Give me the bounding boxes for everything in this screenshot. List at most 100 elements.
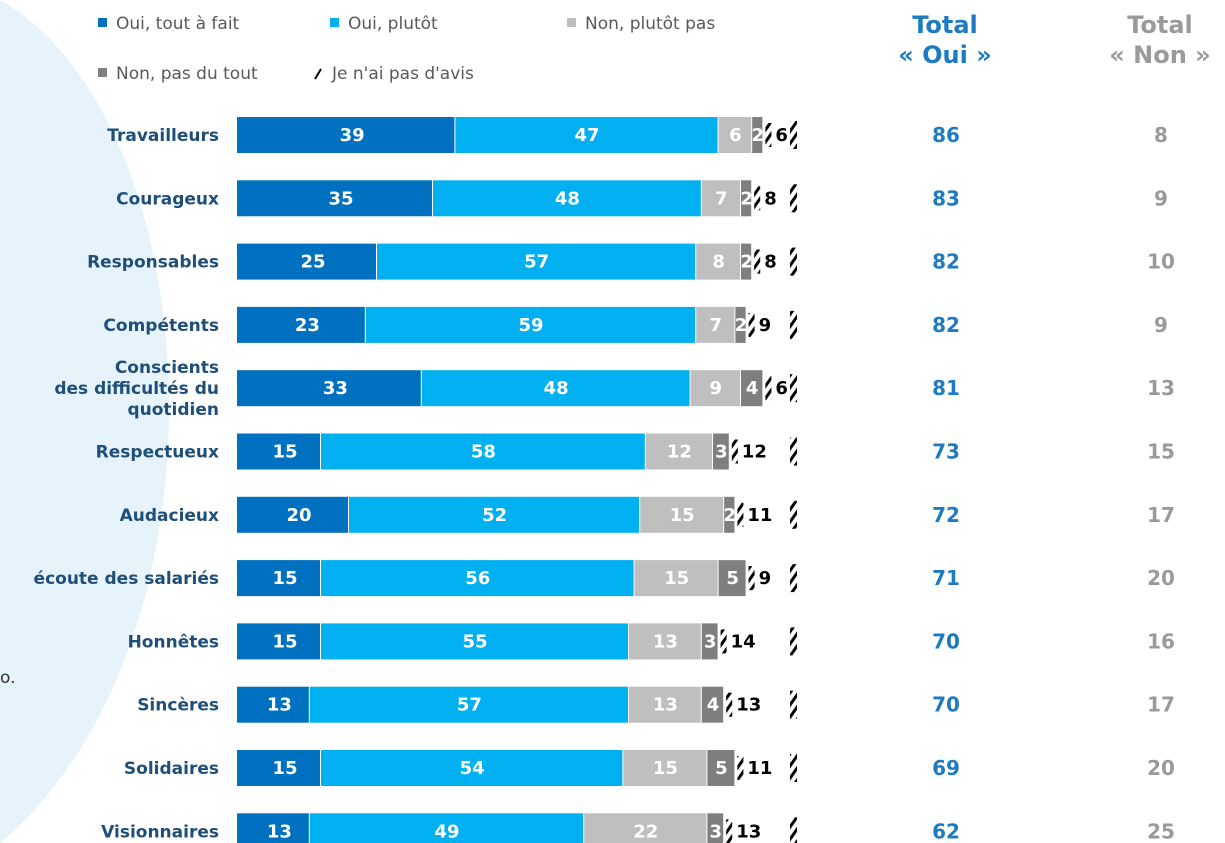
bar-segment-sans-avis-label: 11 xyxy=(747,505,772,526)
bar-segment-oui-plutot xyxy=(365,306,696,343)
header-total-non-line1: Total xyxy=(1127,11,1193,39)
bar-segment-sans-avis xyxy=(720,629,727,654)
bar-segment-label: 12 xyxy=(667,442,692,463)
bar-segment-sans-avis xyxy=(737,502,744,527)
bar-end-hatch xyxy=(790,564,797,593)
bar-end-hatch xyxy=(790,627,797,656)
bar-segment-label: 57 xyxy=(524,252,549,273)
bar-segment-label: 15 xyxy=(272,631,297,652)
bar-segment-oui-tout-a-fait xyxy=(237,496,348,533)
bar-end-hatch xyxy=(790,437,797,466)
total-oui-value: 82 xyxy=(932,250,960,274)
bar-segment-label: 22 xyxy=(633,821,658,842)
bar-segment-sans-avis xyxy=(754,186,761,211)
header-total-oui: Total « Oui » xyxy=(870,10,1020,70)
bar-segment-label: 35 xyxy=(328,188,353,209)
legend-label: Non, pas du tout xyxy=(116,64,258,84)
bar-segment-non-plutot-pas xyxy=(645,433,712,470)
legend-swatch xyxy=(98,68,107,77)
bar-segment-non-plutot-pas xyxy=(640,496,724,533)
legend-item-non-pas-du-tout: Non, pas du tout xyxy=(98,64,258,84)
bar-segment-label: 55 xyxy=(462,631,487,652)
total-oui-value: 83 xyxy=(932,186,960,210)
bar-segment-oui-tout-a-fait xyxy=(237,180,432,217)
bar-segment-oui-tout-a-fait xyxy=(237,117,455,153)
bar-segment-label: 15 xyxy=(664,568,689,589)
bar-segment-non-pas-du-tout xyxy=(707,750,735,786)
bar-end-hatch xyxy=(790,374,797,403)
bar-segment-sans-avis-label: 12 xyxy=(742,442,767,463)
side-note: o. xyxy=(0,668,16,688)
bar-segment-oui-plutot xyxy=(309,686,628,723)
bar-segment-oui-plutot xyxy=(321,750,623,786)
bar-segment-label: 3 xyxy=(710,821,723,842)
bar-segment-label: 33 xyxy=(323,378,348,399)
bar-segment-oui-plutot xyxy=(321,560,634,597)
legend-label: Je n'ai pas d'avis xyxy=(332,64,474,84)
header-total-non: Total « Non » xyxy=(1085,10,1225,70)
total-oui-value: 69 xyxy=(932,756,960,780)
bar-segment-non-plutot-pas xyxy=(696,243,740,280)
bar-segment-non-plutot-pas xyxy=(629,623,701,660)
total-non-value: 10 xyxy=(1147,250,1175,274)
total-non-value: 17 xyxy=(1147,503,1175,527)
bar-segment-non-pas-du-tout xyxy=(741,180,752,217)
bar-segment-label: 2 xyxy=(724,505,737,526)
bar-segment-oui-tout-a-fait xyxy=(237,623,320,660)
bar-end-hatch xyxy=(790,817,797,843)
bar-segment-label: 15 xyxy=(272,568,297,589)
bar-segment-label: 15 xyxy=(272,758,297,779)
bar-segment-label: 7 xyxy=(710,315,723,336)
bar-segment-sans-avis-label: 9 xyxy=(759,315,772,336)
bar-segment-oui-plutot xyxy=(349,496,640,533)
bar-segment-sans-avis-label: 13 xyxy=(736,695,761,716)
total-oui-value: 73 xyxy=(932,440,960,464)
bar-segment-sans-avis-label: 8 xyxy=(764,188,777,209)
bar-segment-non-pas-du-tout xyxy=(741,243,752,280)
total-non-value: 20 xyxy=(1147,756,1175,780)
category-label: Honnêtes xyxy=(128,632,219,652)
bar-segment-label: 13 xyxy=(267,821,292,842)
header-total-oui-line1: Total xyxy=(912,11,978,39)
category-label: Audacieux xyxy=(120,506,219,526)
bar-segment-oui-plutot xyxy=(377,243,696,280)
bar-segment-non-pas-du-tout xyxy=(752,117,763,153)
total-non-value: 25 xyxy=(1147,819,1175,843)
total-non-value: 9 xyxy=(1154,313,1168,337)
category-label: écoute des salariés xyxy=(34,569,219,589)
bar-segment-label: 15 xyxy=(272,442,297,463)
bar-end-hatch xyxy=(790,247,797,276)
bar-segment-label: 47 xyxy=(574,125,599,146)
legend-item-sans-avis: Je n'ai pas d'avis xyxy=(312,64,474,84)
bar-segment-sans-avis-label: 6 xyxy=(775,378,788,399)
bar-segment-non-plutot-pas xyxy=(701,180,740,217)
total-non-value: 20 xyxy=(1147,566,1175,590)
bar-segment-oui-tout-a-fait xyxy=(237,370,421,407)
bar-segment-sans-avis-label: 9 xyxy=(759,568,772,589)
bar-segment-sans-avis xyxy=(726,692,733,717)
bar-segment-label: 49 xyxy=(434,821,459,842)
category-label: Sincères xyxy=(137,696,219,716)
bar-segment-non-pas-du-tout xyxy=(718,560,746,597)
category-label: Solidaires xyxy=(124,759,219,779)
bar-segment-sans-avis-label: 8 xyxy=(764,252,777,273)
bar-segment-sans-avis xyxy=(765,376,772,401)
bar-segment-label: 39 xyxy=(340,125,365,146)
bar-segment-label: 5 xyxy=(715,758,728,779)
bar-segment-non-plutot-pas xyxy=(634,560,718,597)
legend-swatch xyxy=(330,18,339,27)
bar-segment-sans-avis-label: 6 xyxy=(775,125,788,146)
bar-segment-label: 4 xyxy=(707,695,720,716)
category-label: Travailleurs xyxy=(107,126,219,146)
bar-segment-label: 5 xyxy=(726,568,739,589)
category-label: Conscients xyxy=(115,358,219,378)
total-oui-value: 70 xyxy=(932,629,960,653)
bar-segment-label: 20 xyxy=(286,505,311,526)
category-label: Compétents xyxy=(103,316,219,336)
bar-end-hatch xyxy=(790,500,797,529)
total-oui-value: 72 xyxy=(932,503,960,527)
bar-segment-oui-plutot xyxy=(433,180,701,217)
bar-segment-label: 56 xyxy=(465,568,490,589)
bar-segment-label: 58 xyxy=(471,442,496,463)
